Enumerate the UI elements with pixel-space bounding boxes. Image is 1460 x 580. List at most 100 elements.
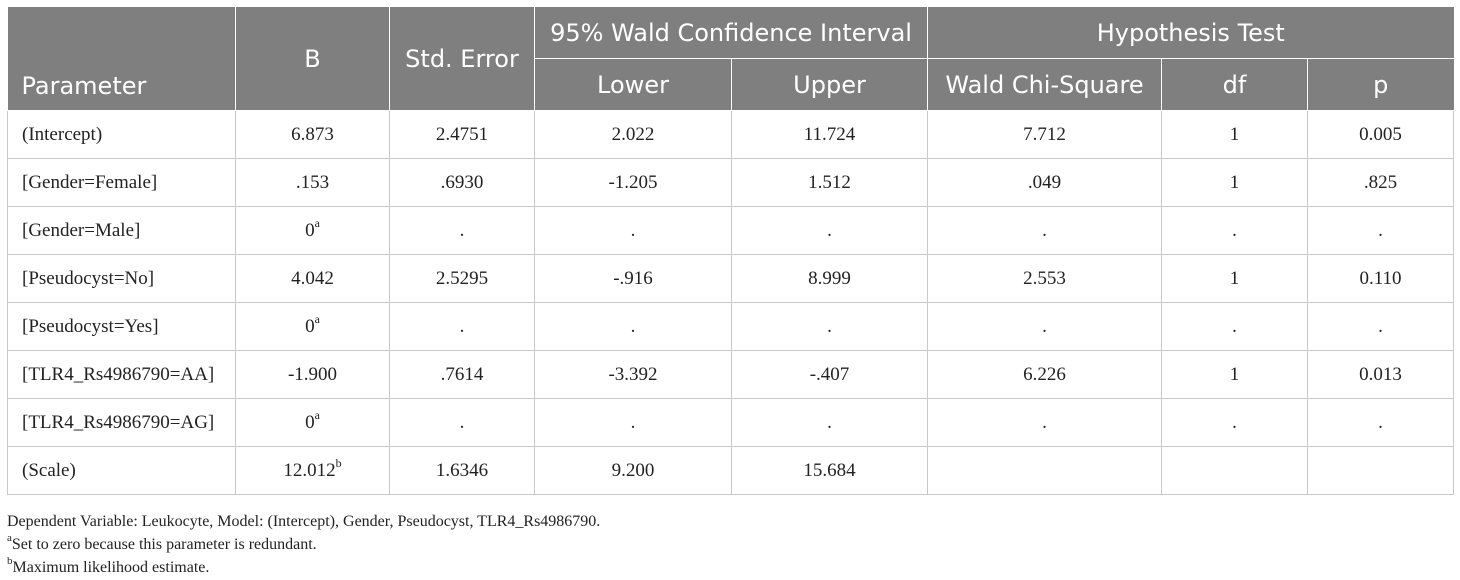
- cell-upper-value: .: [827, 220, 832, 241]
- table-row: [Gender=Female] .153 .6930 -1.205 1.512 .049 1…: [7, 158, 1455, 207]
- cell-upper-value: 8.999: [808, 268, 851, 289]
- parameter-estimates-table: Parameter B Std. Error 95% Wald Confiden…: [7, 7, 1455, 495]
- table-row: [Pseudocyst=No] 4.042 2.5295 -.916 8.999 2.55…: [7, 254, 1455, 303]
- cell-std-error: 2.4751: [389, 110, 535, 159]
- table-row: [TLR4_Rs4986790=AA] -1.900 .7614 -3.392 -.40…: [7, 350, 1455, 399]
- footnote-marker: a: [314, 311, 320, 326]
- cell-wald: 6.226: [927, 350, 1163, 399]
- cell-upper: -.407: [730, 350, 929, 399]
- cell-std-error: 1.6346: [389, 446, 535, 495]
- cell-upper-value: 15.684: [803, 460, 856, 481]
- cell-parameter: [Gender=Female]: [7, 158, 236, 207]
- cell-upper-value: -.407: [809, 364, 850, 385]
- cell-b-value: .153: [295, 172, 330, 193]
- cell-parameter: [TLR4_Rs4986790=AA]: [7, 350, 236, 399]
- cell-upper-value: 11.724: [803, 124, 856, 145]
- header-wald: Wald Chi-Square: [927, 58, 1163, 111]
- cell-lower-value: 9.200: [611, 460, 655, 481]
- cell-lower: -.916: [534, 254, 732, 303]
- cell-upper: 8.999: [730, 254, 929, 303]
- cell-b: .153: [235, 158, 390, 207]
- header-parameter: Parameter: [7, 7, 236, 111]
- cell-std-error-value: 2.4751: [435, 124, 489, 145]
- table-body: (Intercept) 6.873 2.4751 2.022 11.724 7.712 1 0…: [7, 110, 1455, 495]
- footnote-b-mark: b: [7, 554, 13, 567]
- cell-lower-value: -1.205: [608, 172, 658, 193]
- cell-parameter-value: (Scale): [22, 460, 76, 481]
- cell-upper: .: [730, 398, 929, 447]
- cell-p-value: 0.013: [1359, 364, 1402, 385]
- cell-lower: .: [534, 398, 732, 447]
- cell-lower: -1.205: [534, 158, 732, 207]
- cell-upper-value: 1.512: [808, 172, 851, 193]
- cell-std-error: .7614: [389, 350, 535, 399]
- footnote-b-text: Maximum likelihood estimate.: [12, 559, 210, 576]
- table-row: (Scale) 12.012b 1.6346 9.200 15.684: [7, 446, 1455, 495]
- cell-p: 0.013: [1307, 350, 1455, 399]
- cell-df-value: .: [1232, 316, 1237, 337]
- cell-b: 0a: [235, 398, 390, 447]
- cell-wald: 7.712: [927, 110, 1163, 159]
- cell-p: .: [1307, 398, 1455, 447]
- cell-p-value: .: [1378, 316, 1383, 337]
- cell-p-value: .: [1378, 220, 1383, 241]
- cell-parameter-value: [Gender=Male]: [22, 220, 141, 241]
- cell-parameter-value: [Pseudocyst=Yes]: [22, 316, 159, 337]
- cell-lower-value: .: [630, 412, 636, 433]
- cell-df: 1: [1161, 350, 1309, 399]
- cell-wald-value: 7.712: [1023, 124, 1066, 145]
- cell-lower: -3.392: [534, 350, 732, 399]
- cell-p-value: 0.005: [1359, 124, 1402, 145]
- cell-df-value: 1: [1229, 172, 1240, 193]
- cell-lower: 2.022: [534, 110, 732, 159]
- cell-b: 6.873: [235, 110, 390, 159]
- header-upper: Upper: [731, 58, 929, 111]
- cell-parameter-value: [Pseudocyst=No]: [22, 268, 155, 289]
- cell-df: 1: [1161, 158, 1309, 207]
- cell-wald-value: .: [1042, 220, 1047, 241]
- cell-wald: [927, 446, 1163, 495]
- cell-df: .: [1161, 302, 1309, 351]
- cell-std-error-value: 1.6346: [435, 460, 489, 481]
- cell-df: .: [1161, 398, 1309, 447]
- footnote-a-text: Set to zero because this parameter is re…: [11, 536, 317, 553]
- cell-parameter-value: [TLR4_Rs4986790=AA]: [22, 364, 215, 385]
- cell-wald-value: .049: [1027, 172, 1062, 193]
- cell-df-value: 1: [1229, 364, 1240, 385]
- cell-wald-value: .: [1042, 412, 1047, 433]
- cell-p: .: [1307, 302, 1455, 351]
- cell-b: 0a: [235, 206, 390, 255]
- cell-std-error: .: [389, 302, 535, 351]
- cell-parameter-value: [Gender=Female]: [22, 172, 158, 193]
- cell-df: 1: [1161, 110, 1309, 159]
- cell-b: 4.042: [235, 254, 390, 303]
- cell-std-error-value: .: [459, 220, 465, 241]
- cell-lower-value: 2.022: [611, 124, 655, 145]
- cell-lower-value: -3.392: [608, 364, 658, 385]
- cell-p-value: .825: [1363, 172, 1398, 193]
- cell-b-value: 12.012: [283, 460, 336, 481]
- cell-upper-value: .: [827, 412, 832, 433]
- table-row: [TLR4_Rs4986790=AG] 0a......: [7, 398, 1455, 447]
- cell-b-value: 0: [305, 316, 315, 337]
- cell-parameter-value: (Intercept): [22, 124, 103, 145]
- cell-upper: 1.512: [730, 158, 929, 207]
- footnote-marker: b: [335, 455, 342, 470]
- cell-std-error-value: 2.5295: [435, 268, 489, 289]
- cell-b-value: 4.042: [291, 268, 334, 289]
- footnote-dependent-variable: Dependent Variable: Leukocyte, Model: (I…: [7, 513, 601, 530]
- footnote-b: bMaximum likelihood estimate.: [7, 554, 600, 579]
- cell-upper: 11.724: [730, 110, 929, 159]
- cell-parameter-value: [TLR4_Rs4986790=AG]: [22, 412, 215, 433]
- cell-upper: .: [730, 206, 929, 255]
- cell-wald-value: 6.226: [1023, 364, 1066, 385]
- cell-b-value: 0: [305, 412, 315, 433]
- cell-p-value: .: [1378, 412, 1383, 433]
- cell-wald-value: .: [1042, 316, 1047, 337]
- header-df: df: [1161, 58, 1309, 111]
- cell-lower-value: .: [630, 220, 636, 241]
- cell-lower: 9.200: [534, 446, 732, 495]
- cell-parameter: [Pseudocyst=No]: [7, 254, 236, 303]
- cell-df: .: [1161, 206, 1309, 255]
- cell-b-value: -1.900: [287, 364, 338, 385]
